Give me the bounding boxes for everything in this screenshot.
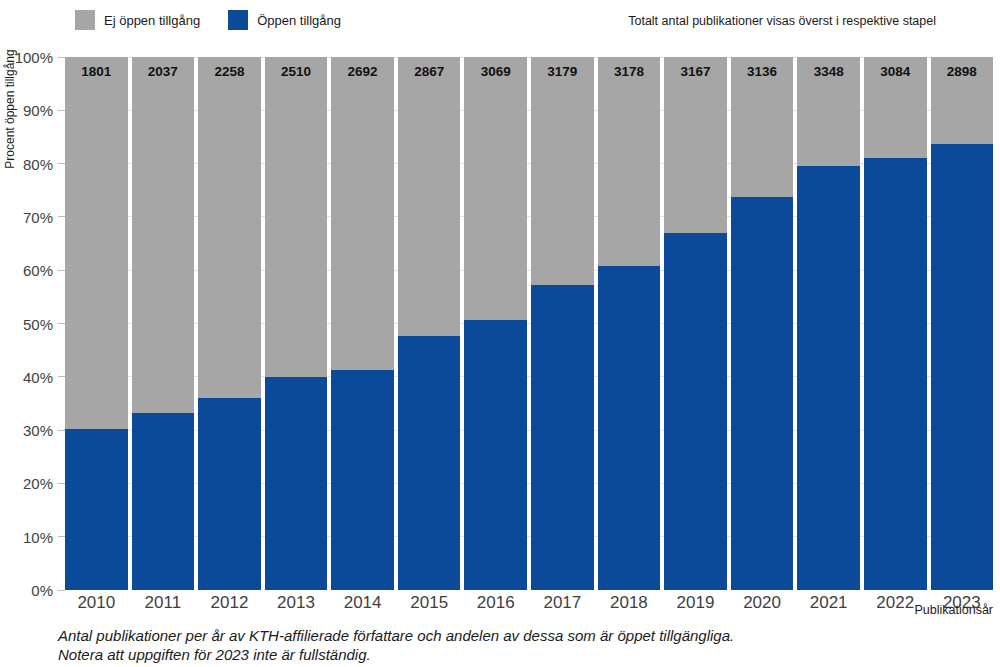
bar-segment-open-access-2014 bbox=[331, 370, 394, 590]
bar-2013: 2510 bbox=[265, 57, 328, 590]
bar-segment-open-access-2018 bbox=[598, 266, 661, 590]
bar-total-label-2016: 3069 bbox=[464, 64, 527, 79]
legend-label-not-open-access: Ej öppen tillgång bbox=[104, 13, 200, 28]
chart-caption: Antal publikationer per år av KTH-affili… bbox=[58, 626, 734, 664]
bar-total-label-2017: 3179 bbox=[531, 64, 594, 79]
bar-2016: 3069 bbox=[464, 57, 527, 590]
y-tick-mark-10 bbox=[58, 536, 65, 537]
y-tick-mark-90 bbox=[58, 110, 65, 111]
bar-total-label-2013: 2510 bbox=[265, 64, 328, 79]
y-tick-mark-30 bbox=[58, 430, 65, 431]
bar-2014: 2692 bbox=[331, 57, 394, 590]
bar-total-label-2023: 2898 bbox=[931, 64, 994, 79]
y-tick-label-70: 70% bbox=[23, 208, 53, 225]
caption-line-1: Antal publikationer per år av KTH-affili… bbox=[58, 626, 734, 645]
y-tick-label-60: 60% bbox=[23, 262, 53, 279]
bar-total-label-2021: 3348 bbox=[797, 64, 860, 79]
bar-total-label-2015: 2867 bbox=[398, 64, 461, 79]
y-tick-label-0: 0% bbox=[31, 582, 53, 599]
bar-total-label-2014: 2692 bbox=[331, 64, 394, 79]
bar-segment-open-access-2019 bbox=[664, 233, 727, 590]
y-tick-mark-60 bbox=[58, 270, 65, 271]
y-axis-title: Procent öppen tillgång bbox=[3, 29, 17, 189]
y-tick-mark-40 bbox=[58, 376, 65, 377]
bar-total-label-2010: 1801 bbox=[65, 64, 128, 79]
bar-total-label-2012: 2258 bbox=[198, 64, 261, 79]
bar-2021: 3348 bbox=[797, 57, 860, 590]
bar-segment-open-access-2017 bbox=[531, 285, 594, 590]
bar-segment-open-access-2010 bbox=[65, 429, 128, 590]
y-tick-label-50: 50% bbox=[23, 315, 53, 332]
y-tick-label-90: 90% bbox=[23, 102, 53, 119]
y-tick-label-40: 40% bbox=[23, 368, 53, 385]
bar-2017: 3179 bbox=[531, 57, 594, 590]
chart-page: Ej öppen tillgång Öppen tillgång Totalt … bbox=[0, 0, 1000, 667]
bar-2015: 2867 bbox=[398, 57, 461, 590]
legend-swatch-open-access bbox=[228, 10, 248, 30]
y-tick-label-20: 20% bbox=[23, 475, 53, 492]
bar-segment-open-access-2011 bbox=[132, 413, 195, 590]
bar-total-label-2020: 3136 bbox=[731, 64, 794, 79]
caption-line-2: Notera att uppgiften för 2023 inte är fu… bbox=[58, 645, 734, 664]
bar-segment-open-access-2022 bbox=[864, 158, 927, 590]
x-axis-title: Publikationsår bbox=[65, 603, 993, 617]
bar-2022: 3084 bbox=[864, 57, 927, 590]
bar-2011: 2037 bbox=[132, 57, 195, 590]
legend: Ej öppen tillgång Öppen tillgång bbox=[75, 10, 341, 30]
legend-label-open-access: Öppen tillgång bbox=[257, 13, 341, 28]
bar-total-label-2018: 3178 bbox=[598, 64, 661, 79]
bar-segment-open-access-2015 bbox=[398, 336, 461, 590]
bar-2023: 2898 bbox=[931, 57, 994, 590]
bar-2010: 1801 bbox=[65, 57, 128, 590]
bar-segment-open-access-2013 bbox=[265, 377, 328, 590]
y-tick-mark-50 bbox=[58, 323, 65, 324]
y-tick-mark-100 bbox=[58, 57, 65, 58]
bar-segment-open-access-2023 bbox=[931, 144, 994, 590]
y-tick-mark-20 bbox=[58, 483, 65, 484]
bar-segment-open-access-2021 bbox=[797, 166, 860, 590]
y-tick-label-100: 100% bbox=[15, 49, 53, 66]
bar-total-label-2022: 3084 bbox=[864, 64, 927, 79]
bar-2012: 2258 bbox=[198, 57, 261, 590]
bar-2019: 3167 bbox=[664, 57, 727, 590]
bar-total-label-2019: 3167 bbox=[664, 64, 727, 79]
legend-item-open-access: Öppen tillgång bbox=[228, 10, 341, 30]
y-tick-label-80: 80% bbox=[23, 155, 53, 172]
y-tick-mark-0 bbox=[58, 590, 65, 591]
bar-segment-open-access-2020 bbox=[731, 197, 794, 590]
y-tick-label-30: 30% bbox=[23, 422, 53, 439]
y-tick-mark-70 bbox=[58, 216, 65, 217]
bar-2018: 3178 bbox=[598, 57, 661, 590]
y-tick-mark-80 bbox=[58, 163, 65, 164]
legend-item-not-open-access: Ej öppen tillgång bbox=[75, 10, 200, 30]
bar-2020: 3136 bbox=[731, 57, 794, 590]
plot-area: 1801 20372258 25102692 28673069 3179 31783167… bbox=[65, 57, 993, 590]
y-tick-label-10: 10% bbox=[23, 528, 53, 545]
bars-container: 1801 20372258 25102692 28673069 3179 31783167… bbox=[65, 57, 993, 590]
legend-swatch-not-open-access bbox=[75, 10, 95, 30]
bar-segment-open-access-2016 bbox=[464, 320, 527, 590]
bar-segment-open-access-2012 bbox=[198, 398, 261, 590]
totals-note: Totalt antal publikationer visas överst … bbox=[628, 14, 936, 28]
bar-total-label-2011: 2037 bbox=[132, 64, 195, 79]
